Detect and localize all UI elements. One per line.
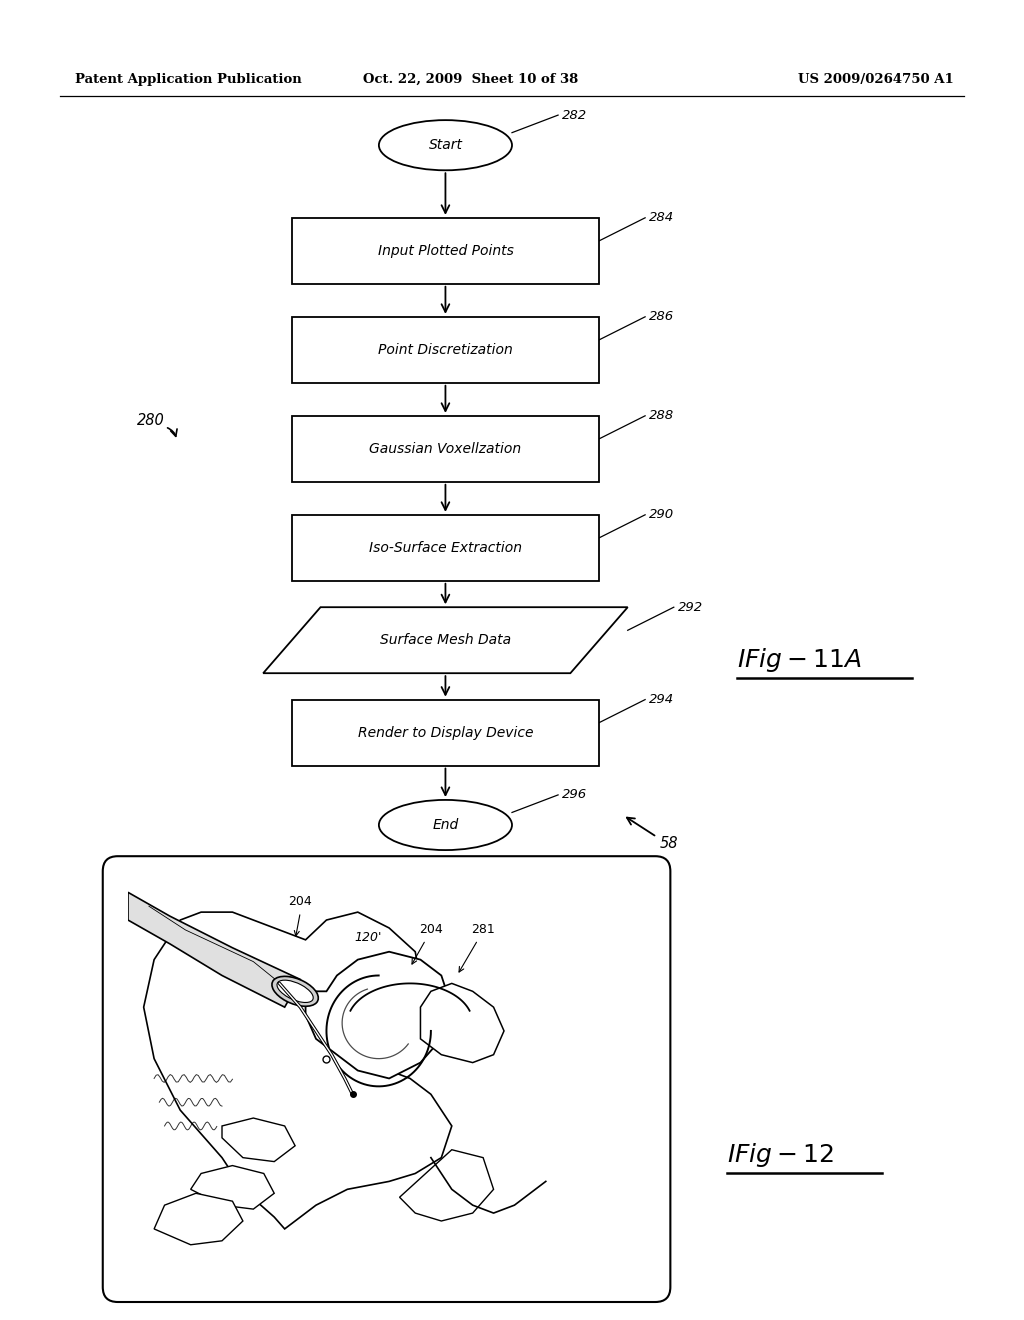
- Text: US 2009/0264750 A1: US 2009/0264750 A1: [799, 73, 954, 86]
- Polygon shape: [222, 1118, 295, 1162]
- Polygon shape: [305, 952, 452, 1078]
- Text: Input Plotted Points: Input Plotted Points: [378, 244, 513, 257]
- Text: 282: 282: [562, 108, 587, 121]
- FancyBboxPatch shape: [102, 857, 671, 1302]
- Polygon shape: [421, 983, 504, 1063]
- Bar: [292, 700, 599, 766]
- Bar: [292, 317, 599, 383]
- Bar: [292, 416, 599, 482]
- Polygon shape: [128, 892, 300, 1007]
- Text: $\it{IFig-12}$: $\it{IFig-12}$: [727, 1140, 834, 1170]
- Text: 288: 288: [649, 409, 674, 422]
- Text: Iso-Surface Extraction: Iso-Surface Extraction: [369, 541, 522, 554]
- Text: 286: 286: [649, 310, 674, 323]
- Text: Start: Start: [428, 139, 463, 152]
- Text: Patent Application Publication: Patent Application Publication: [75, 73, 302, 86]
- Bar: [292, 515, 599, 581]
- Text: Gaussian Voxellzation: Gaussian Voxellzation: [370, 442, 521, 455]
- Polygon shape: [154, 1193, 243, 1245]
- Text: 280: 280: [137, 413, 165, 428]
- Bar: [292, 218, 599, 284]
- Text: 296: 296: [562, 788, 587, 801]
- Ellipse shape: [272, 977, 318, 1006]
- Text: $\it{IFig-11A}$: $\it{IFig-11A}$: [737, 645, 862, 675]
- Ellipse shape: [379, 120, 512, 170]
- Text: 281: 281: [471, 923, 495, 936]
- Text: Render to Display Device: Render to Display Device: [357, 726, 534, 739]
- Text: Oct. 22, 2009  Sheet 10 of 38: Oct. 22, 2009 Sheet 10 of 38: [364, 73, 579, 86]
- Ellipse shape: [276, 981, 313, 1002]
- Polygon shape: [263, 607, 628, 673]
- Ellipse shape: [379, 800, 512, 850]
- Text: End: End: [432, 818, 459, 832]
- Text: Point Discretization: Point Discretization: [378, 343, 513, 356]
- Text: 294: 294: [649, 693, 674, 706]
- Text: 204: 204: [419, 923, 442, 936]
- Text: 290: 290: [649, 508, 674, 521]
- Text: 292: 292: [678, 601, 702, 614]
- Polygon shape: [399, 1150, 494, 1221]
- Text: 120': 120': [354, 931, 382, 944]
- Text: 284: 284: [649, 211, 674, 224]
- Text: 58: 58: [659, 836, 678, 850]
- Polygon shape: [143, 912, 452, 1229]
- Polygon shape: [190, 1166, 274, 1209]
- Text: Surface Mesh Data: Surface Mesh Data: [380, 634, 511, 647]
- Text: 204: 204: [289, 895, 312, 908]
